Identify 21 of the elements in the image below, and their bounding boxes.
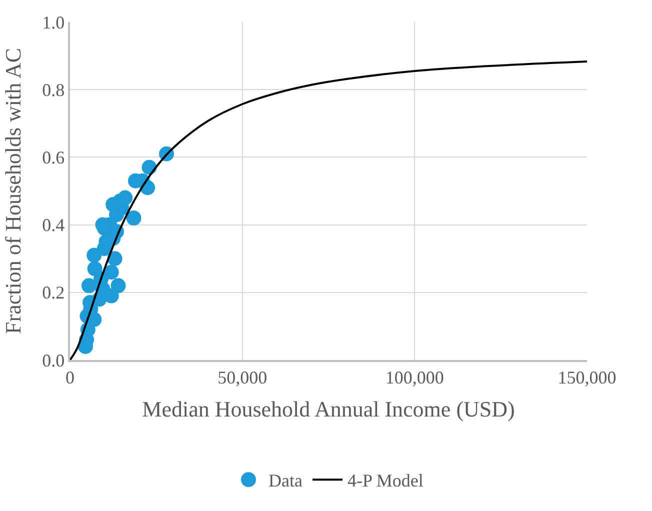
x-tick-label: 50,000 [218,367,268,388]
y-tick-label: 0.0 [42,350,65,370]
x-tick-label: 100,000 [385,367,444,388]
x-tick-label: 150,000 [558,367,616,388]
y-tick-label: 0.6 [42,148,65,168]
x-tick-label: 0 [66,367,74,388]
y-tick-label: 0.2 [42,282,65,303]
point [126,210,142,226]
y-axis-title: Fraction of Households with AC [0,48,26,334]
point [110,278,126,294]
legend-label: 4-P Model [347,470,424,491]
y-tick-label: 0.4 [42,215,65,236]
point [107,251,122,266]
point [81,278,96,294]
x-axis-title: Median Household Annual Income (USD) [142,396,515,422]
y-tick-label: 1.0 [42,12,65,32]
legend-label: Data [268,470,302,491]
point [86,248,102,263]
y-tick-label: 0.8 [42,80,65,100]
point [104,264,119,280]
point [118,190,133,206]
